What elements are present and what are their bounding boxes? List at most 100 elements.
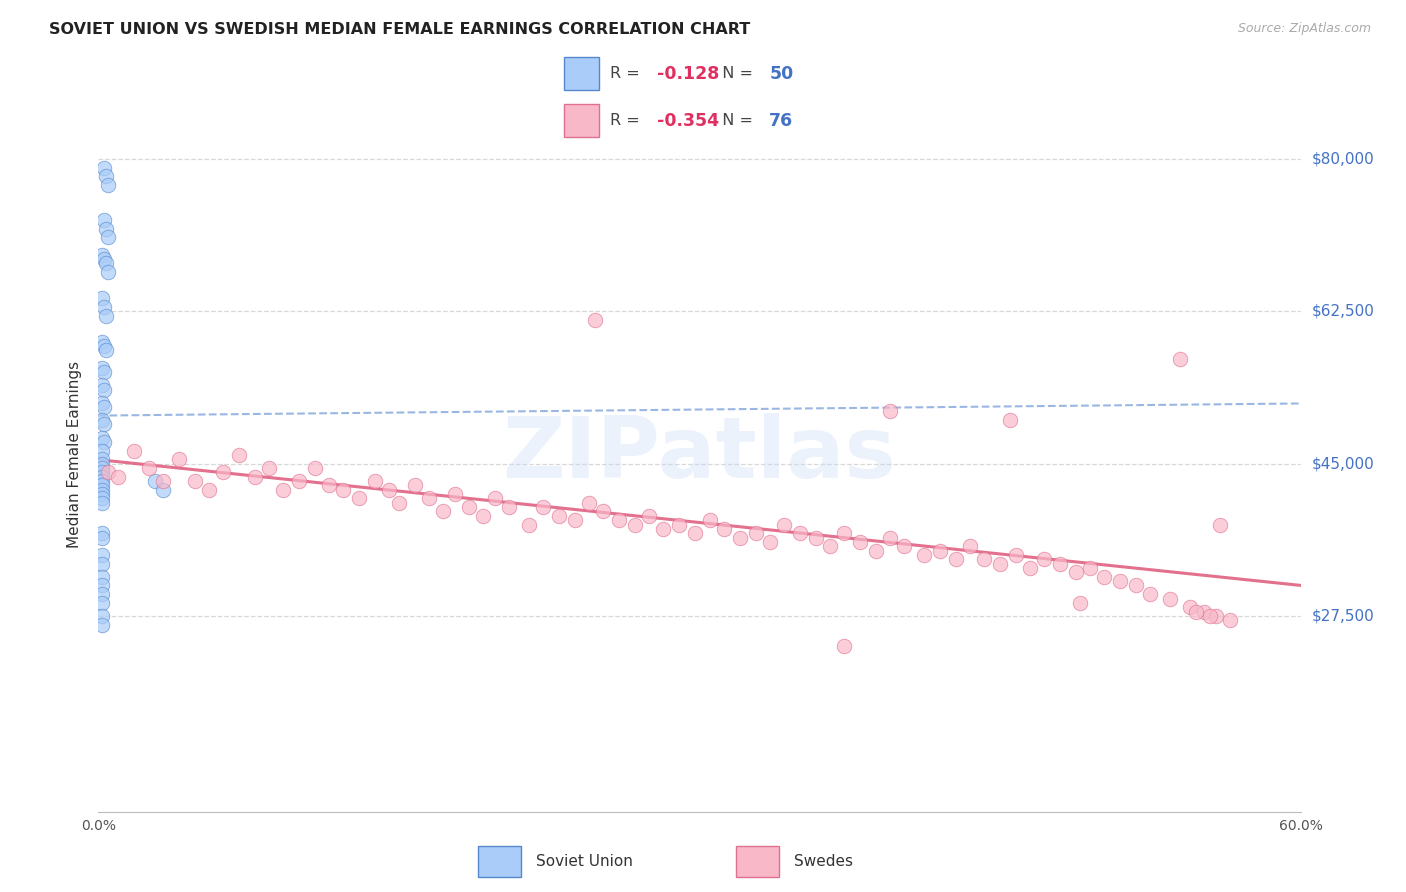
Point (93, 161, 115, 175)
Point (93, 365, 115, 379)
Point (91, 248, 114, 262)
Point (93, 213, 115, 227)
Point (804, 531, 827, 545)
Text: Swedes: Swedes (794, 854, 853, 869)
Point (97, 178, 120, 193)
Text: R =: R = (610, 113, 650, 128)
FancyBboxPatch shape (478, 846, 522, 877)
Point (91, 491, 114, 506)
Point (832, 526, 855, 541)
Point (404, 478, 426, 492)
Text: 50: 50 (769, 64, 793, 83)
Text: $27,500: $27,500 (1312, 608, 1375, 624)
Point (879, 404, 901, 418)
Point (713, 522, 735, 536)
Text: Source: ZipAtlas.com: Source: ZipAtlas.com (1237, 22, 1371, 36)
Point (1092, 570, 1115, 584)
Point (228, 448, 250, 462)
Point (91, 452, 114, 467)
Text: -0.128: -0.128 (657, 64, 720, 83)
Point (93, 434, 115, 449)
Point (1159, 591, 1181, 606)
Point (96, 256, 118, 270)
Point (91, 334, 114, 349)
Point (1005, 548, 1028, 562)
Point (183, 474, 205, 488)
Point (91, 608, 114, 623)
Point (97, 466, 120, 480)
Point (758, 535, 780, 549)
Point (93, 300, 115, 314)
Point (91, 360, 114, 375)
Point (1139, 587, 1161, 601)
Point (1170, 352, 1192, 367)
Point (91, 526, 114, 541)
Text: SOVIET UNION VS SWEDISH MEDIAN FEMALE EARNINGS CORRELATION CHART: SOVIET UNION VS SWEDISH MEDIAN FEMALE EA… (49, 22, 751, 37)
Point (91, 483, 114, 497)
Point (243, 469, 266, 483)
Point (1199, 608, 1222, 623)
Point (668, 517, 690, 532)
Y-axis label: Median Female Earnings: Median Female Earnings (67, 361, 83, 549)
Point (484, 491, 506, 506)
Point (91, 587, 114, 601)
Point (91, 557, 114, 571)
Point (1219, 613, 1241, 627)
Point (124, 443, 146, 458)
Point (1205, 608, 1227, 623)
Point (257, 461, 280, 475)
Point (143, 474, 166, 488)
Point (93, 383, 115, 397)
FancyBboxPatch shape (564, 104, 599, 137)
Point (945, 552, 967, 566)
Point (152, 474, 174, 488)
Point (91, 466, 114, 480)
Text: N =: N = (711, 113, 758, 128)
Point (271, 483, 294, 497)
Point (432, 504, 454, 518)
Point (973, 552, 995, 566)
Point (624, 517, 647, 532)
Point (91, 457, 114, 471)
Point (97, 265, 120, 279)
Text: $45,000: $45,000 (1312, 456, 1375, 471)
Point (1109, 574, 1132, 588)
Point (912, 548, 935, 562)
Point (91, 378, 114, 392)
FancyBboxPatch shape (737, 846, 779, 877)
Point (1049, 557, 1071, 571)
Point (578, 496, 600, 510)
Point (418, 491, 440, 506)
Point (107, 469, 129, 483)
Point (1078, 561, 1101, 575)
Text: -0.354: -0.354 (657, 112, 718, 129)
Point (685, 526, 707, 541)
Point (849, 535, 872, 549)
Point (472, 508, 495, 523)
Point (728, 531, 751, 545)
Point (91, 570, 114, 584)
Point (91, 596, 114, 610)
Point (91, 496, 114, 510)
FancyBboxPatch shape (564, 57, 599, 90)
Point (91, 548, 114, 562)
Point (93, 339, 115, 353)
Point (167, 452, 190, 467)
Point (91, 395, 114, 409)
Point (744, 526, 766, 541)
Point (1125, 578, 1147, 592)
Point (998, 413, 1021, 427)
Point (564, 513, 586, 527)
Point (818, 539, 841, 553)
Point (96, 169, 118, 184)
Text: ZIPatlas: ZIPatlas (502, 413, 897, 497)
Point (318, 478, 340, 492)
Point (91, 474, 114, 488)
Point (91, 531, 114, 545)
Point (96, 221, 118, 235)
Point (91, 578, 114, 592)
Point (1209, 517, 1232, 532)
Point (609, 513, 631, 527)
Point (364, 474, 387, 488)
Point (378, 483, 401, 497)
